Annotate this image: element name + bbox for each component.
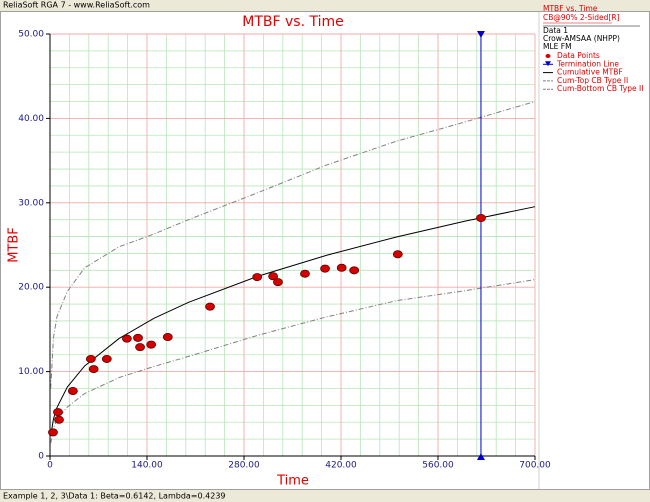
legend-label: Cum-Top CB Type II: [557, 76, 628, 85]
data-point: [320, 264, 330, 273]
x-axis-label: Time: [276, 474, 309, 489]
x-tick-label: 700.00: [519, 461, 551, 471]
legend-header: MLE FM: [543, 42, 572, 51]
y-tick-label: 20.00: [18, 283, 44, 293]
data-point: [349, 266, 360, 275]
window-title: ReliaSoft RGA 7 - www.ReliaSoft.com: [3, 1, 150, 10]
data-point: [273, 278, 283, 287]
data-point: [101, 354, 112, 363]
mtbf-line: [50, 101, 536, 389]
legend-label: Cumulative MTBF: [557, 68, 623, 77]
data-point: [53, 408, 63, 417]
legend-marker: [545, 54, 551, 58]
y-tick-label: 10.00: [18, 367, 44, 377]
data-point: [205, 302, 215, 311]
data-point: [476, 213, 486, 222]
legend-header: MTBF vs. Time: [543, 4, 598, 13]
data-point: [252, 273, 263, 282]
data-point: [88, 365, 99, 374]
data-point: [122, 334, 132, 343]
legend-header: Crow-AMSAA (NHPP): [543, 34, 620, 43]
y-tick-label: 0: [38, 452, 44, 462]
data-point: [162, 332, 173, 341]
x-tick-label: 280.00: [228, 461, 260, 471]
chart-background: [0, 11, 650, 490]
x-tick-label: 140.00: [131, 461, 163, 471]
y-tick-label: 30.00: [18, 198, 44, 208]
x-tick-label: 560.00: [422, 461, 454, 471]
legend-label: Termination Line: [556, 59, 619, 68]
legend-label: Data Points: [557, 51, 600, 60]
data-point: [133, 333, 143, 342]
termination-marker: [476, 453, 485, 460]
status-text: Example 1, 2, 3\Data 1: Beta=0.6142, Lam…: [3, 492, 226, 501]
legend-marker: [545, 61, 551, 67]
y-tick-label: 40.00: [18, 114, 44, 124]
y-axis-label: MTBF: [7, 227, 22, 263]
chart-title: MTBF vs. Time: [242, 14, 343, 30]
data-point: [85, 354, 96, 363]
legend-header: Data 1: [543, 26, 568, 35]
data-point: [300, 269, 310, 278]
data-point: [146, 340, 157, 349]
x-tick-label: 0: [47, 461, 53, 471]
data-point: [268, 272, 279, 281]
termination-marker: [476, 31, 485, 38]
legend-header: CB@90% 2-Sided[R]: [543, 13, 620, 22]
data-point: [392, 250, 403, 259]
data-point: [135, 343, 145, 352]
x-tick-label: 420.00: [325, 461, 357, 471]
legend-label: Cum-Bottom CB Type II: [557, 84, 643, 93]
data-point: [54, 415, 64, 424]
data-point: [48, 428, 58, 437]
y-tick-label: 50.00: [18, 30, 44, 40]
data-point: [67, 387, 78, 396]
data-point: [336, 263, 347, 272]
mtbf-line: [50, 206, 536, 437]
